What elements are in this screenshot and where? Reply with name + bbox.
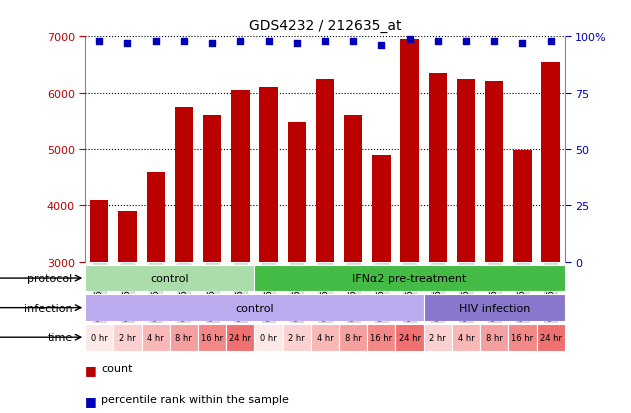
Bar (452, 324, 480, 351)
Text: 16 hr: 16 hr (370, 333, 392, 342)
Bar (119, 211, 137, 262)
Point (151, 38, 161, 45)
Text: 4 hr: 4 hr (457, 333, 475, 342)
Bar (90, 200, 109, 262)
Bar (485, 82, 504, 262)
Point (207, 40, 217, 47)
Text: 4 hr: 4 hr (317, 333, 333, 342)
Text: 8 hr: 8 hr (345, 333, 362, 342)
Point (376, 43, 386, 50)
Bar (513, 151, 531, 262)
Bar (85, 324, 114, 351)
Bar (509, 324, 536, 351)
Text: control: control (235, 303, 274, 313)
Text: ■: ■ (85, 363, 97, 376)
Bar (175, 107, 193, 262)
Point (546, 38, 556, 45)
Bar (288, 123, 306, 262)
Bar (311, 324, 339, 351)
Point (122, 40, 133, 47)
Text: time: time (47, 332, 73, 342)
Title: GDS4232 / 212635_at: GDS4232 / 212635_at (249, 19, 401, 33)
Point (179, 38, 189, 45)
Text: 2 hr: 2 hr (430, 333, 446, 342)
Point (404, 36, 415, 43)
Text: percentile rank within the sample: percentile rank within the sample (101, 394, 289, 404)
Bar (428, 74, 447, 262)
Text: 16 hr: 16 hr (511, 333, 533, 342)
Bar (254, 324, 283, 351)
Point (94, 38, 104, 45)
Point (264, 38, 274, 45)
Text: 0 hr: 0 hr (260, 333, 277, 342)
Point (348, 38, 358, 45)
Bar (141, 324, 170, 351)
Point (433, 38, 443, 45)
Bar (254, 265, 565, 292)
Text: infection: infection (24, 303, 73, 313)
Text: 16 hr: 16 hr (201, 333, 223, 342)
Text: 2 hr: 2 hr (288, 333, 305, 342)
Text: protocol: protocol (27, 273, 73, 283)
Text: 0 hr: 0 hr (91, 333, 108, 342)
Bar (231, 90, 249, 262)
Bar (423, 324, 452, 351)
Bar (536, 324, 565, 351)
Bar (423, 294, 565, 321)
Text: 24 hr: 24 hr (229, 333, 251, 342)
Bar (85, 265, 254, 292)
Text: 24 hr: 24 hr (540, 333, 562, 342)
Point (320, 38, 330, 45)
Bar (227, 324, 254, 351)
Point (461, 38, 471, 45)
Text: HIV infection: HIV infection (459, 303, 530, 313)
Bar (372, 155, 391, 262)
Bar (85, 294, 423, 321)
Bar (114, 324, 141, 351)
Bar (259, 88, 278, 262)
Bar (401, 40, 419, 262)
Bar (457, 79, 475, 262)
Bar (480, 324, 509, 351)
Text: 8 hr: 8 hr (486, 333, 503, 342)
Text: 2 hr: 2 hr (119, 333, 136, 342)
Bar (146, 172, 165, 262)
Text: 8 hr: 8 hr (175, 333, 192, 342)
Text: ■: ■ (85, 394, 97, 407)
Bar (339, 324, 367, 351)
Point (292, 40, 302, 47)
Text: 24 hr: 24 hr (399, 333, 421, 342)
Bar (203, 116, 221, 262)
Bar (541, 62, 560, 262)
Point (489, 38, 499, 45)
Bar (396, 324, 423, 351)
Bar (198, 324, 227, 351)
Bar (316, 79, 334, 262)
Bar (283, 324, 311, 351)
Text: 4 hr: 4 hr (147, 333, 164, 342)
Bar (367, 324, 396, 351)
Text: IFNα2 pre-treatment: IFNα2 pre-treatment (352, 273, 467, 283)
Point (235, 38, 245, 45)
Bar (170, 324, 198, 351)
Text: count: count (101, 363, 133, 373)
Text: control: control (151, 273, 189, 283)
Point (517, 40, 528, 47)
Bar (344, 116, 362, 262)
